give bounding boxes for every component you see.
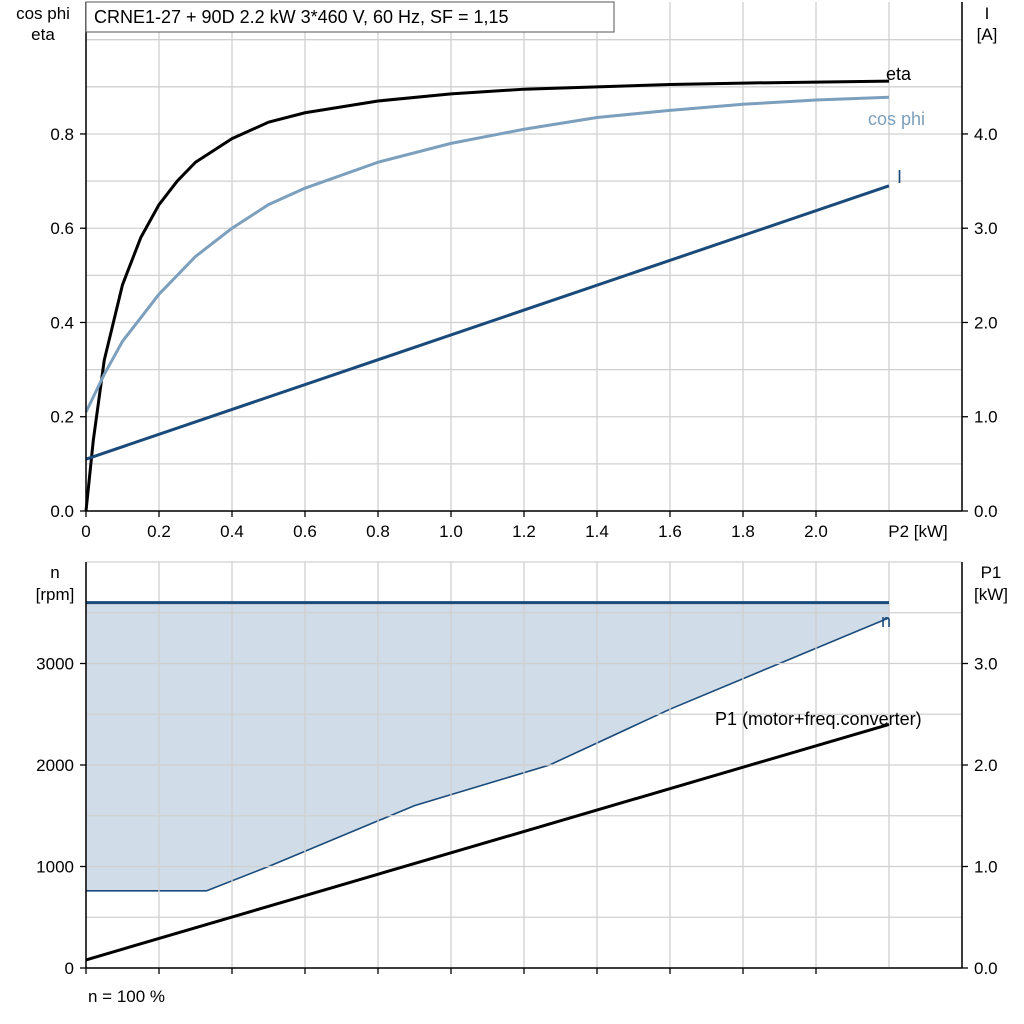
top-x-tick-label: 0.4 — [220, 522, 244, 541]
series-line-p1-motor-freq-converter — [85, 722, 890, 962]
efficiency-chart-ticks: 0.0 0.2 0.4 0.6 0.8 0.0 1.0 2.0 3.0 4.0 0 0.2 0.4 0.6… — [50, 125, 997, 541]
bottom-right-tick-label: 1.0 — [974, 858, 998, 877]
speed-power-chart-panel: 0 1000 2000 3000 0.0 1.0 2.0 3.0 n [rpm] P1 [kW… — [36, 561, 1008, 1006]
top-x-tick-label: 1.8 — [731, 522, 755, 541]
series-line-i — [85, 184, 890, 461]
top-right-tick-label: 2.0 — [974, 313, 998, 332]
top-left-tick-label: 0.0 — [50, 502, 74, 521]
efficiency-chart-series — [84, 79, 890, 512]
top-right-tick-label: 0.0 — [974, 502, 998, 521]
bottom-left-tick-label: 0 — [65, 959, 74, 978]
speed-power-chart-ticks: 0 1000 2000 3000 0.0 1.0 2.0 3.0 — [36, 655, 997, 979]
top-x-tick-label: 0.8 — [366, 522, 390, 541]
top-left-tick-label: 0.2 — [50, 408, 74, 427]
series-label-current: I — [897, 167, 902, 187]
top-x-tick-label: 2.0 — [804, 522, 828, 541]
chart-title-box: CRNE1-27 + 90D 2.2 kW 3*460 V, 60 Hz, SF… — [85, 1, 615, 33]
top-right-tick-label: 1.0 — [974, 408, 998, 427]
chart-title: CRNE1-27 + 90D 2.2 kW 3*460 V, 60 Hz, SF… — [94, 7, 509, 27]
top-right-axis-title-line2: [A] — [977, 25, 998, 44]
bottom-left-tick-label: 3000 — [36, 655, 74, 674]
top-x-tick-label: 1.0 — [439, 522, 463, 541]
series-label-eta: eta — [886, 64, 912, 84]
bottom-left-axis-title-line2: [rpm] — [36, 585, 75, 604]
series-label-p1: P1 (motor+freq.converter) — [715, 709, 922, 729]
bottom-left-axis-title-line1: n — [50, 563, 59, 582]
top-x-tick-label: 1.4 — [585, 522, 609, 541]
speed-power-chart-grid — [85, 561, 963, 969]
efficiency-chart-grid — [85, 2, 963, 512]
chart-title-frame — [85, 1, 615, 33]
series-line-eta — [84, 79, 890, 512]
series-line-cos-phi — [84, 95, 890, 413]
top-x-tick-label: 1.2 — [512, 522, 536, 541]
top-x-tick-label: 0.2 — [147, 522, 171, 541]
top-x-axis-title: P2 [kW] — [888, 522, 948, 541]
speed-power-chart-series — [85, 601, 890, 962]
top-left-tick-label: 0.4 — [50, 313, 74, 332]
bottom-right-tick-label: 3.0 — [974, 655, 998, 674]
bottom-right-tick-label: 0.0 — [974, 959, 998, 978]
bottom-right-tick-label: 2.0 — [974, 756, 998, 775]
top-x-tick-label: 0.6 — [293, 522, 317, 541]
top-left-axis-title-line2: eta — [31, 25, 55, 44]
speed-band-area — [86, 602, 889, 891]
efficiency-chart-panel: 0.0 0.2 0.4 0.6 0.8 0.0 1.0 2.0 3.0 4.0 0 0.2 0.4 0.6… — [16, 1, 998, 541]
top-left-tick-label: 0.6 — [50, 219, 74, 238]
top-right-axis-title-line1: I — [985, 4, 990, 23]
bottom-right-axis-title-line2: [kW] — [974, 585, 1008, 604]
top-left-axis-title-line1: cos phi — [16, 4, 70, 23]
speed-band-lower-edge — [86, 617, 890, 892]
series-label-speed: n — [881, 611, 891, 631]
top-right-tick-label: 4.0 — [974, 125, 998, 144]
speed-footer-note: n = 100 % — [88, 987, 165, 1006]
top-right-tick-label: 3.0 — [974, 219, 998, 238]
top-x-tick-label: 0 — [81, 522, 90, 541]
speed-range-band — [86, 602, 890, 892]
top-x-tick-label: 1.6 — [658, 522, 682, 541]
top-left-tick-label: 0.8 — [50, 125, 74, 144]
bottom-left-tick-label: 2000 — [36, 756, 74, 775]
bottom-right-axis-title-line1: P1 — [981, 563, 1002, 582]
series-label-cos-phi: cos phi — [868, 109, 925, 129]
bottom-left-tick-label: 1000 — [36, 858, 74, 877]
